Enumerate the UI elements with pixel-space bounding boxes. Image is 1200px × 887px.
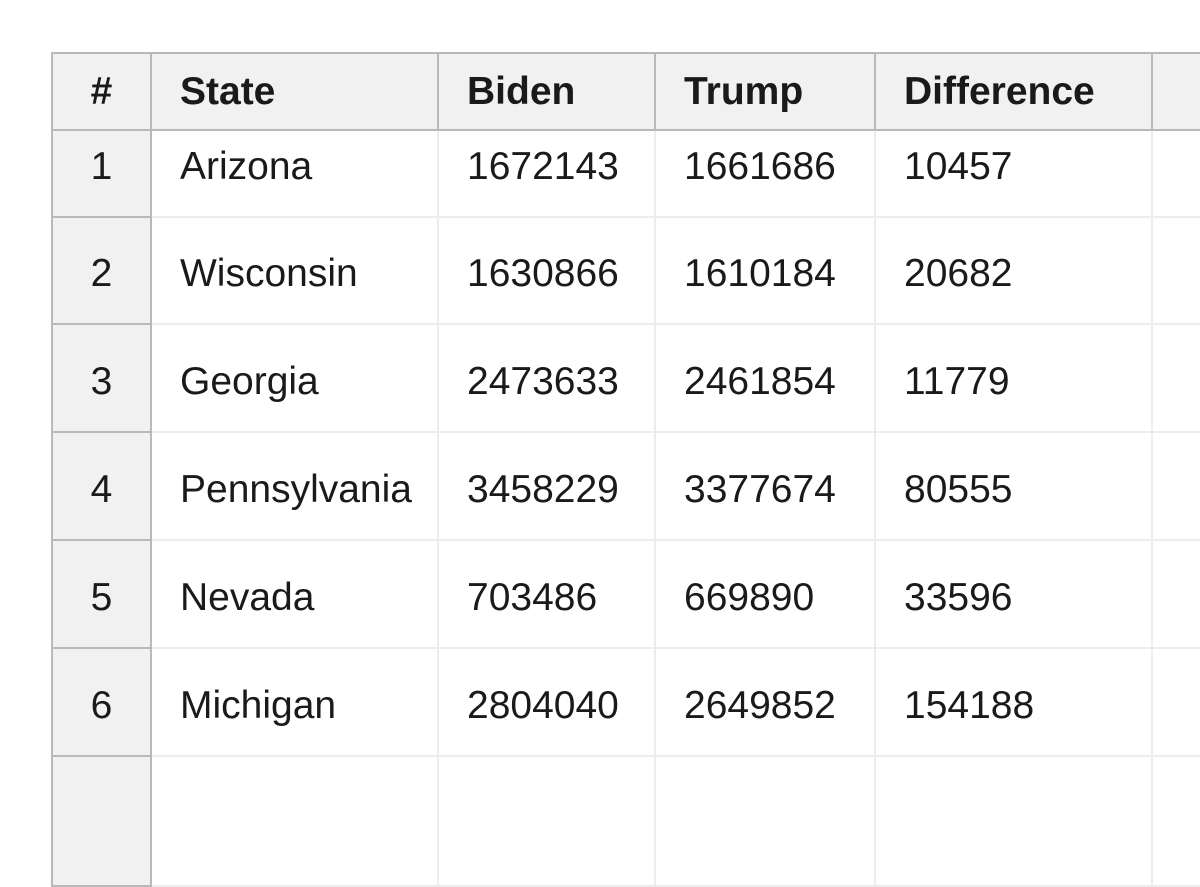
table-row: 6 Michigan 2804040 2649852 154188 xyxy=(51,647,1200,757)
trump-cell[interactable]: 2649852 xyxy=(654,647,876,757)
extra-cell[interactable] xyxy=(1151,129,1200,218)
col-header-extra[interactable] xyxy=(1151,52,1200,131)
row-number-cell[interactable]: 1 xyxy=(51,129,152,218)
trump-cell[interactable]: 669890 xyxy=(654,539,876,649)
extra-cell[interactable] xyxy=(1151,647,1200,757)
row-number-cell[interactable]: 5 xyxy=(51,539,152,649)
state-cell[interactable]: Arizona xyxy=(150,129,439,218)
col-header-state[interactable]: State xyxy=(150,52,439,131)
election-results-table: # State Biden Trump Difference 1 Arizona… xyxy=(51,52,1200,887)
difference-cell[interactable]: 33596 xyxy=(874,539,1153,649)
extra-cell[interactable] xyxy=(1151,216,1200,325)
table-row: 2 Wisconsin 1630866 1610184 20682 xyxy=(51,216,1200,325)
biden-cell[interactable]: 2473633 xyxy=(437,323,656,433)
col-header-biden[interactable]: Biden xyxy=(437,52,656,131)
row-number-cell[interactable]: 6 xyxy=(51,647,152,757)
biden-cell[interactable] xyxy=(437,755,656,887)
extra-cell[interactable] xyxy=(1151,539,1200,649)
biden-cell[interactable]: 703486 xyxy=(437,539,656,649)
extra-cell[interactable] xyxy=(1151,431,1200,541)
trump-cell[interactable]: 3377674 xyxy=(654,431,876,541)
col-header-trump[interactable]: Trump xyxy=(654,52,876,131)
difference-cell[interactable]: 11779 xyxy=(874,323,1153,433)
difference-cell[interactable]: 10457 xyxy=(874,129,1153,218)
table-row: 5 Nevada 703486 669890 33596 xyxy=(51,539,1200,649)
biden-cell[interactable]: 2804040 xyxy=(437,647,656,757)
state-cell[interactable]: Georgia xyxy=(150,323,439,433)
extra-cell[interactable] xyxy=(1151,755,1200,887)
difference-cell[interactable]: 20682 xyxy=(874,216,1153,325)
state-cell[interactable]: Wisconsin xyxy=(150,216,439,325)
table-row: 1 Arizona 1672143 1661686 10457 xyxy=(51,129,1200,218)
trump-cell[interactable]: 1610184 xyxy=(654,216,876,325)
biden-cell[interactable]: 1630866 xyxy=(437,216,656,325)
biden-cell[interactable]: 1672143 xyxy=(437,129,656,218)
row-number-cell[interactable]: 4 xyxy=(51,431,152,541)
difference-cell[interactable] xyxy=(874,755,1153,887)
table-row: 4 Pennsylvania 3458229 3377674 80555 xyxy=(51,431,1200,541)
table-row xyxy=(51,755,1200,887)
col-header-difference[interactable]: Difference xyxy=(874,52,1153,131)
table-row: 3 Georgia 2473633 2461854 11779 xyxy=(51,323,1200,433)
header-row: # State Biden Trump Difference xyxy=(51,52,1200,131)
trump-cell[interactable] xyxy=(654,755,876,887)
state-cell[interactable]: Michigan xyxy=(150,647,439,757)
row-number-cell[interactable]: 2 xyxy=(51,216,152,325)
biden-cell[interactable]: 3458229 xyxy=(437,431,656,541)
trump-cell[interactable]: 1661686 xyxy=(654,129,876,218)
difference-cell[interactable]: 154188 xyxy=(874,647,1153,757)
trump-cell[interactable]: 2461854 xyxy=(654,323,876,433)
state-cell[interactable]: Pennsylvania xyxy=(150,431,439,541)
state-cell[interactable]: Nevada xyxy=(150,539,439,649)
col-header-index[interactable]: # xyxy=(51,52,152,131)
row-number-cell[interactable]: 3 xyxy=(51,323,152,433)
extra-cell[interactable] xyxy=(1151,323,1200,433)
state-cell[interactable] xyxy=(150,755,439,887)
table-viewport: # State Biden Trump Difference 1 Arizona… xyxy=(51,52,1200,887)
row-number-cell[interactable] xyxy=(51,755,152,887)
difference-cell[interactable]: 80555 xyxy=(874,431,1153,541)
